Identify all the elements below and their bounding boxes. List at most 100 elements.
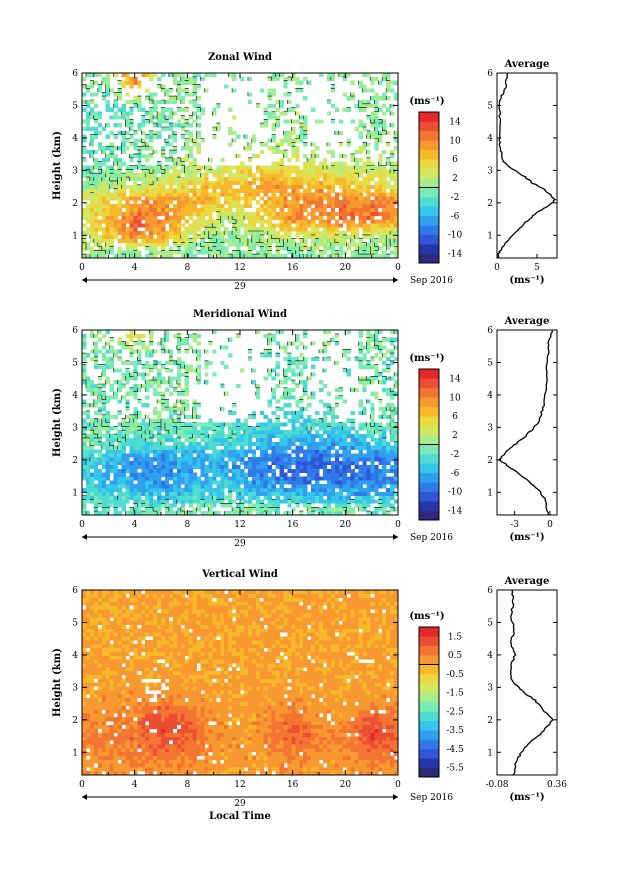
- zonal-cell: [89, 92, 95, 97]
- zonal-cell: [208, 231, 213, 236]
- meridional-cell: [378, 414, 383, 419]
- meridional-cell: [334, 441, 340, 446]
- zonal-cell: [101, 92, 106, 97]
- meridional-ytick-label: 6: [72, 326, 78, 336]
- meridional-cell: [394, 464, 399, 470]
- zonal-cell: [338, 173, 343, 178]
- meridional-cell: [204, 511, 209, 516]
- meridional-cell: [97, 418, 103, 423]
- meridional-cell: [133, 391, 138, 396]
- meridional-cell: [390, 395, 395, 400]
- zonal-date-arrow-right: [393, 277, 398, 283]
- meridional-cell: [378, 499, 383, 504]
- meridional-cell: [295, 337, 300, 342]
- meridional-cell: [89, 488, 95, 493]
- meridional-cell: [184, 376, 189, 381]
- zonal-cell: [307, 173, 312, 178]
- zonal-cell: [251, 153, 257, 159]
- zonal-cell: [362, 169, 367, 174]
- zonal-cell: [97, 200, 103, 205]
- meridional-cell: [255, 395, 261, 400]
- zonal-cell: [153, 177, 158, 182]
- zonal-cell: [275, 165, 280, 170]
- vertical-cell: [172, 771, 178, 776]
- zonal-cell: [366, 254, 371, 259]
- meridional-cell: [236, 441, 241, 446]
- zonal-cell: [180, 73, 185, 78]
- zonal-cell: [251, 138, 257, 143]
- zonal-cell: [299, 173, 304, 178]
- zonal-cell: [184, 188, 189, 193]
- meridional-cell: [326, 511, 332, 516]
- meridional-cell: [89, 426, 95, 431]
- zonal-cell: [105, 177, 110, 182]
- zonal-cell: [109, 173, 114, 178]
- zonal-cell: [157, 134, 162, 139]
- zonal-cell: [346, 173, 351, 178]
- meridional-cell: [149, 449, 154, 454]
- zonal-cell: [161, 192, 166, 197]
- zonal-cell: [366, 196, 371, 201]
- zonal-cell: [386, 169, 391, 174]
- zonal-cell: [334, 219, 340, 224]
- zonal-cell: [196, 192, 201, 197]
- meridional-cell: [334, 472, 340, 477]
- meridional-cell: [93, 468, 99, 473]
- meridional-cell: [382, 476, 387, 481]
- zonal-cell: [394, 180, 399, 186]
- zonal-cell: [382, 169, 387, 174]
- meridional-cell: [220, 488, 225, 493]
- meridional-cell: [196, 488, 201, 493]
- vertical-cell: [133, 771, 138, 776]
- zonal-cell: [93, 150, 99, 155]
- zonal-cell: [157, 165, 162, 170]
- meridional-cell: [168, 418, 174, 423]
- meridional-cell: [109, 434, 114, 439]
- zonal-cell: [141, 188, 146, 193]
- meridional-cell: [204, 380, 209, 385]
- meridional-cell: [275, 407, 280, 412]
- meridional-cell: [224, 476, 229, 481]
- zonal-cell: [350, 192, 355, 197]
- zonal-cell: [291, 180, 296, 186]
- zonal-cell: [326, 177, 332, 182]
- zonal-cell: [105, 219, 110, 224]
- zonal-cell: [82, 165, 87, 170]
- zonal-cell: [358, 204, 363, 209]
- meridional-cell: [263, 507, 268, 512]
- meridional-cell: [129, 461, 134, 466]
- meridional-cell: [350, 457, 355, 462]
- zonal-cell: [275, 196, 280, 201]
- zonal-cell: [366, 99, 371, 105]
- zonal-cell: [176, 96, 182, 101]
- zonal-cell: [378, 119, 383, 124]
- zonal-cell: [267, 200, 272, 205]
- zonal-cell: [382, 103, 387, 108]
- zonal-cell: [133, 177, 138, 182]
- meridional-cell: [394, 476, 399, 481]
- zonal-cell: [164, 180, 170, 186]
- meridional-cell: [184, 476, 189, 481]
- zonal-cell: [390, 188, 395, 193]
- meridional-cell: [137, 337, 142, 342]
- zonal-cell: [109, 246, 114, 251]
- zonal-cell: [311, 254, 316, 259]
- zonal-cell: [382, 177, 387, 182]
- meridional-cell: [101, 491, 106, 497]
- meridional-cell: [184, 453, 189, 458]
- zonal-cell: [283, 153, 288, 159]
- zonal-cell: [176, 119, 182, 124]
- zonal-cell: [311, 192, 316, 197]
- vertical-cell: [105, 771, 110, 776]
- zonal-cell: [228, 242, 233, 247]
- zonal-cell: [243, 177, 249, 182]
- zonal-cell: [378, 134, 383, 139]
- meridional-cell: [105, 491, 110, 497]
- zonal-cell: [236, 250, 241, 255]
- zonal-cell: [220, 242, 225, 247]
- zonal-cell: [180, 231, 185, 236]
- meridional-cell: [382, 449, 387, 454]
- meridional-cell: [93, 333, 99, 338]
- meridional-cell: [176, 449, 182, 454]
- meridional-cell: [259, 476, 264, 481]
